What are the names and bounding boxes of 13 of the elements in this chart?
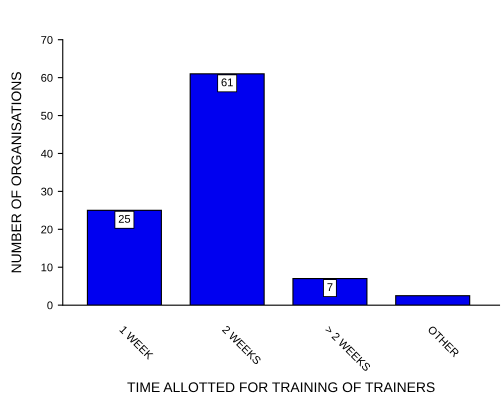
y-tick-label: 20	[41, 226, 53, 234]
y-tick-label: 40	[40, 150, 53, 158]
y-axis-title: NUMBER OF ORGANISATIONS	[11, 72, 22, 272]
y-tick-label: 50	[41, 112, 53, 120]
data-label: 61	[222, 78, 233, 86]
y-tick-label: 30	[41, 188, 53, 196]
y-tick-label: 70	[41, 36, 53, 44]
x-axis-title: TIME ALLOTTED FOR TRAINING OF TRAINERS	[127, 382, 435, 392]
data-label: 7	[327, 283, 332, 291]
data-label: 25	[118, 214, 130, 223]
y-tick-label: 60	[41, 74, 53, 82]
y-tick-label: 10	[42, 263, 53, 272]
y-tick-label: 0	[47, 301, 53, 310]
